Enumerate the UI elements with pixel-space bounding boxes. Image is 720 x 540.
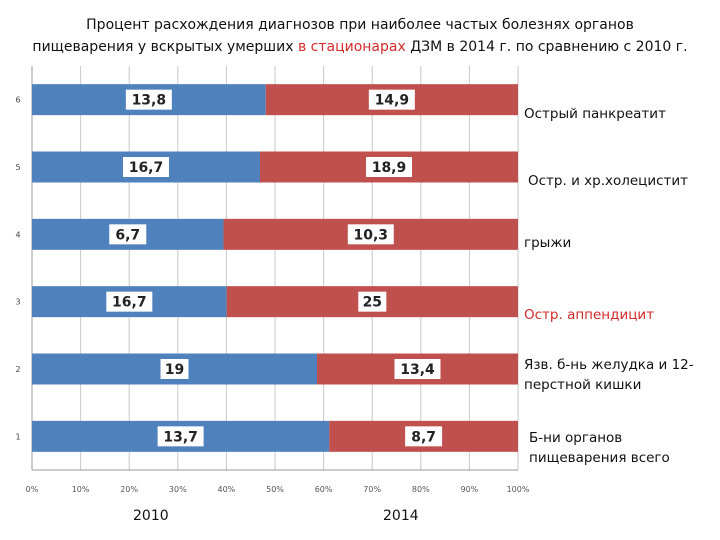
data-label: 10,3 xyxy=(353,227,388,243)
title-line-2-end: ДЗМ в 2014 г. по сравнению с 2010 г. xyxy=(405,39,688,55)
x-tick-label: 80% xyxy=(412,485,430,494)
data-label: 25 xyxy=(363,295,382,311)
data-label-box xyxy=(109,224,147,245)
category-label-6: Острый панкреатит xyxy=(524,106,666,122)
x-tick-label: 10% xyxy=(72,485,90,494)
x-tick-label: 60% xyxy=(315,485,333,494)
data-label: 16,7 xyxy=(112,295,147,311)
x-tick-label: 30% xyxy=(169,485,187,494)
data-label-box xyxy=(125,89,172,110)
x-tick-label: 70% xyxy=(363,485,381,494)
category-label-1: Б-ни органов пищеварения всего xyxy=(529,430,670,466)
y-tick-label: 3 xyxy=(15,298,20,307)
x-tick-label: 0% xyxy=(26,485,39,494)
data-label: 19 xyxy=(165,362,184,378)
data-label: 14,9 xyxy=(375,93,410,109)
year-label-2014: 2014 xyxy=(383,508,419,524)
data-label: 6,7 xyxy=(115,227,140,243)
data-label-box xyxy=(347,224,394,245)
data-label-box xyxy=(368,89,415,110)
y-tick-label: 5 xyxy=(15,163,20,172)
title-line-2: пищеварения у вскрытых умерших в стацион… xyxy=(0,36,720,58)
title-line-2-start: пищеварения у вскрытых умерших xyxy=(32,39,298,55)
category-label-2: Язв. б-нь желудка и 12-перстной кишки xyxy=(524,357,694,393)
data-label-box xyxy=(365,157,412,177)
y-tick-label: 1 xyxy=(15,432,20,441)
data-label-box xyxy=(106,291,153,312)
x-tick-label: 100% xyxy=(507,485,530,494)
title-line-1: Процент расхождения диагнозов при наибол… xyxy=(86,17,634,33)
y-tick-label: 2 xyxy=(15,365,20,374)
data-label: 8,7 xyxy=(411,429,436,445)
y-tick-label: 6 xyxy=(15,96,20,105)
data-label: 13,7 xyxy=(163,429,198,445)
x-tick-label: 20% xyxy=(120,485,138,494)
category-label-5: Остр. и хр.холецистит xyxy=(528,173,689,189)
x-tick-label: 50% xyxy=(266,485,284,494)
data-label: 13,8 xyxy=(132,93,167,109)
data-label: 18,9 xyxy=(372,160,407,176)
x-tick-label: 40% xyxy=(218,485,236,494)
data-label: 16,7 xyxy=(129,160,164,176)
category-label-4: грыжи xyxy=(524,235,572,251)
y-tick-label: 4 xyxy=(15,230,20,239)
chart-title: Процент расхождения диагнозов при наибол… xyxy=(0,14,720,58)
category-label-3: Остр. аппендицит xyxy=(524,307,655,323)
data-label-box xyxy=(122,157,169,177)
data-label-box xyxy=(405,426,443,447)
data-label-box xyxy=(394,359,441,379)
data-label-box xyxy=(358,291,387,312)
title-highlight: в стационарах xyxy=(297,39,406,55)
data-label-box xyxy=(157,426,204,447)
x-tick-label: 90% xyxy=(461,485,479,494)
data-label: 13,4 xyxy=(400,362,435,378)
year-label-2010: 2010 xyxy=(133,508,169,524)
data-label-box xyxy=(160,359,189,379)
